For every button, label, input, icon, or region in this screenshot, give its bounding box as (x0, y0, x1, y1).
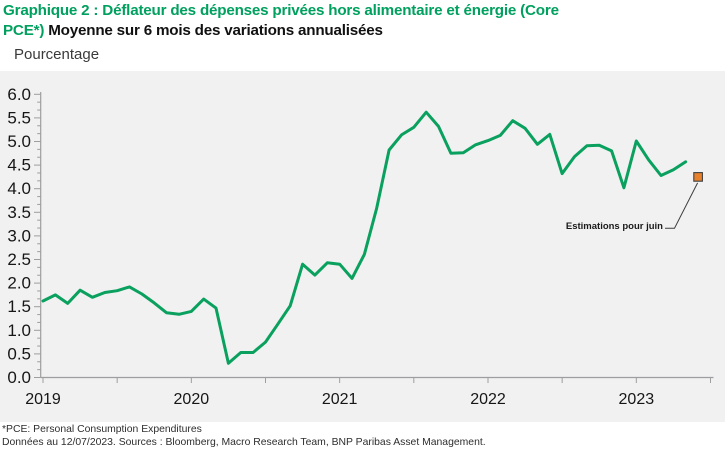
x-tick-label: 2023 (619, 391, 655, 408)
june-estimate-marker (693, 172, 703, 182)
core-pce-line-chart: 6.0 5.5 5.0 4.5 4.0 3.5 3.0 2.5 2.0 1.5 1.0 0.5 0.0 2… (7, 85, 714, 408)
y-tick-label: 0.5 (7, 344, 31, 363)
footnote-pce-definition: *PCE: Personal Consumption Expenditures (2, 424, 202, 435)
y-tick-label: 5.0 (7, 132, 31, 151)
y-tick-label: 5.5 (7, 108, 31, 127)
x-tick-label: 2019 (25, 391, 61, 408)
y-tick-label: 2.5 (7, 250, 31, 269)
plot-area: 6.0 5.5 5.0 4.5 4.0 3.5 3.0 2.5 2.0 1.5 1.0 0.5 0.0 2… (0, 71, 725, 422)
y-tick-label: 1.5 (7, 297, 31, 316)
y-tick-label: 1.0 (7, 321, 31, 340)
chart-title-black-part: Moyenne sur 6 mois des variations annual… (48, 22, 383, 39)
annotation-leader-line (665, 182, 699, 229)
y-tick-label: 2.0 (7, 274, 31, 293)
june-estimate-annotation: Estimations pour juin (565, 221, 663, 232)
y-tick-label: 0.0 (7, 368, 31, 387)
y-tick-label: 4.0 (7, 179, 31, 198)
chart-title-line1: Graphique 2 : Déflateur des dépenses pri… (3, 1, 723, 21)
footnotes: *PCE: Personal Consumption Expenditures … (2, 423, 722, 449)
x-tick-label: 2020 (174, 391, 210, 408)
y-tick-label: 3.5 (7, 203, 31, 222)
y-tick-label: 4.5 (7, 156, 31, 175)
chart-title: Graphique 2 : Déflateur des dépenses pri… (3, 1, 723, 41)
x-tick-label: 2021 (322, 391, 358, 408)
y-axis-unit-label: Pourcentage (14, 46, 100, 63)
chart-title-green-part: Graphique 2 : Déflateur des dépenses pri… (3, 2, 559, 19)
y-tick-label: 3.0 (7, 226, 31, 245)
chart-title-green-part2: PCE*) (3, 22, 45, 39)
x-tick-label: 2022 (470, 391, 506, 408)
y-tick-label: 6.0 (7, 85, 31, 104)
pce-series-line (41, 110, 688, 365)
chart-title-line2: PCE*) Moyenne sur 6 mois des variations … (3, 21, 723, 41)
footnote-sources: Données au 12/07/2023. Sources : Bloombe… (2, 437, 486, 448)
